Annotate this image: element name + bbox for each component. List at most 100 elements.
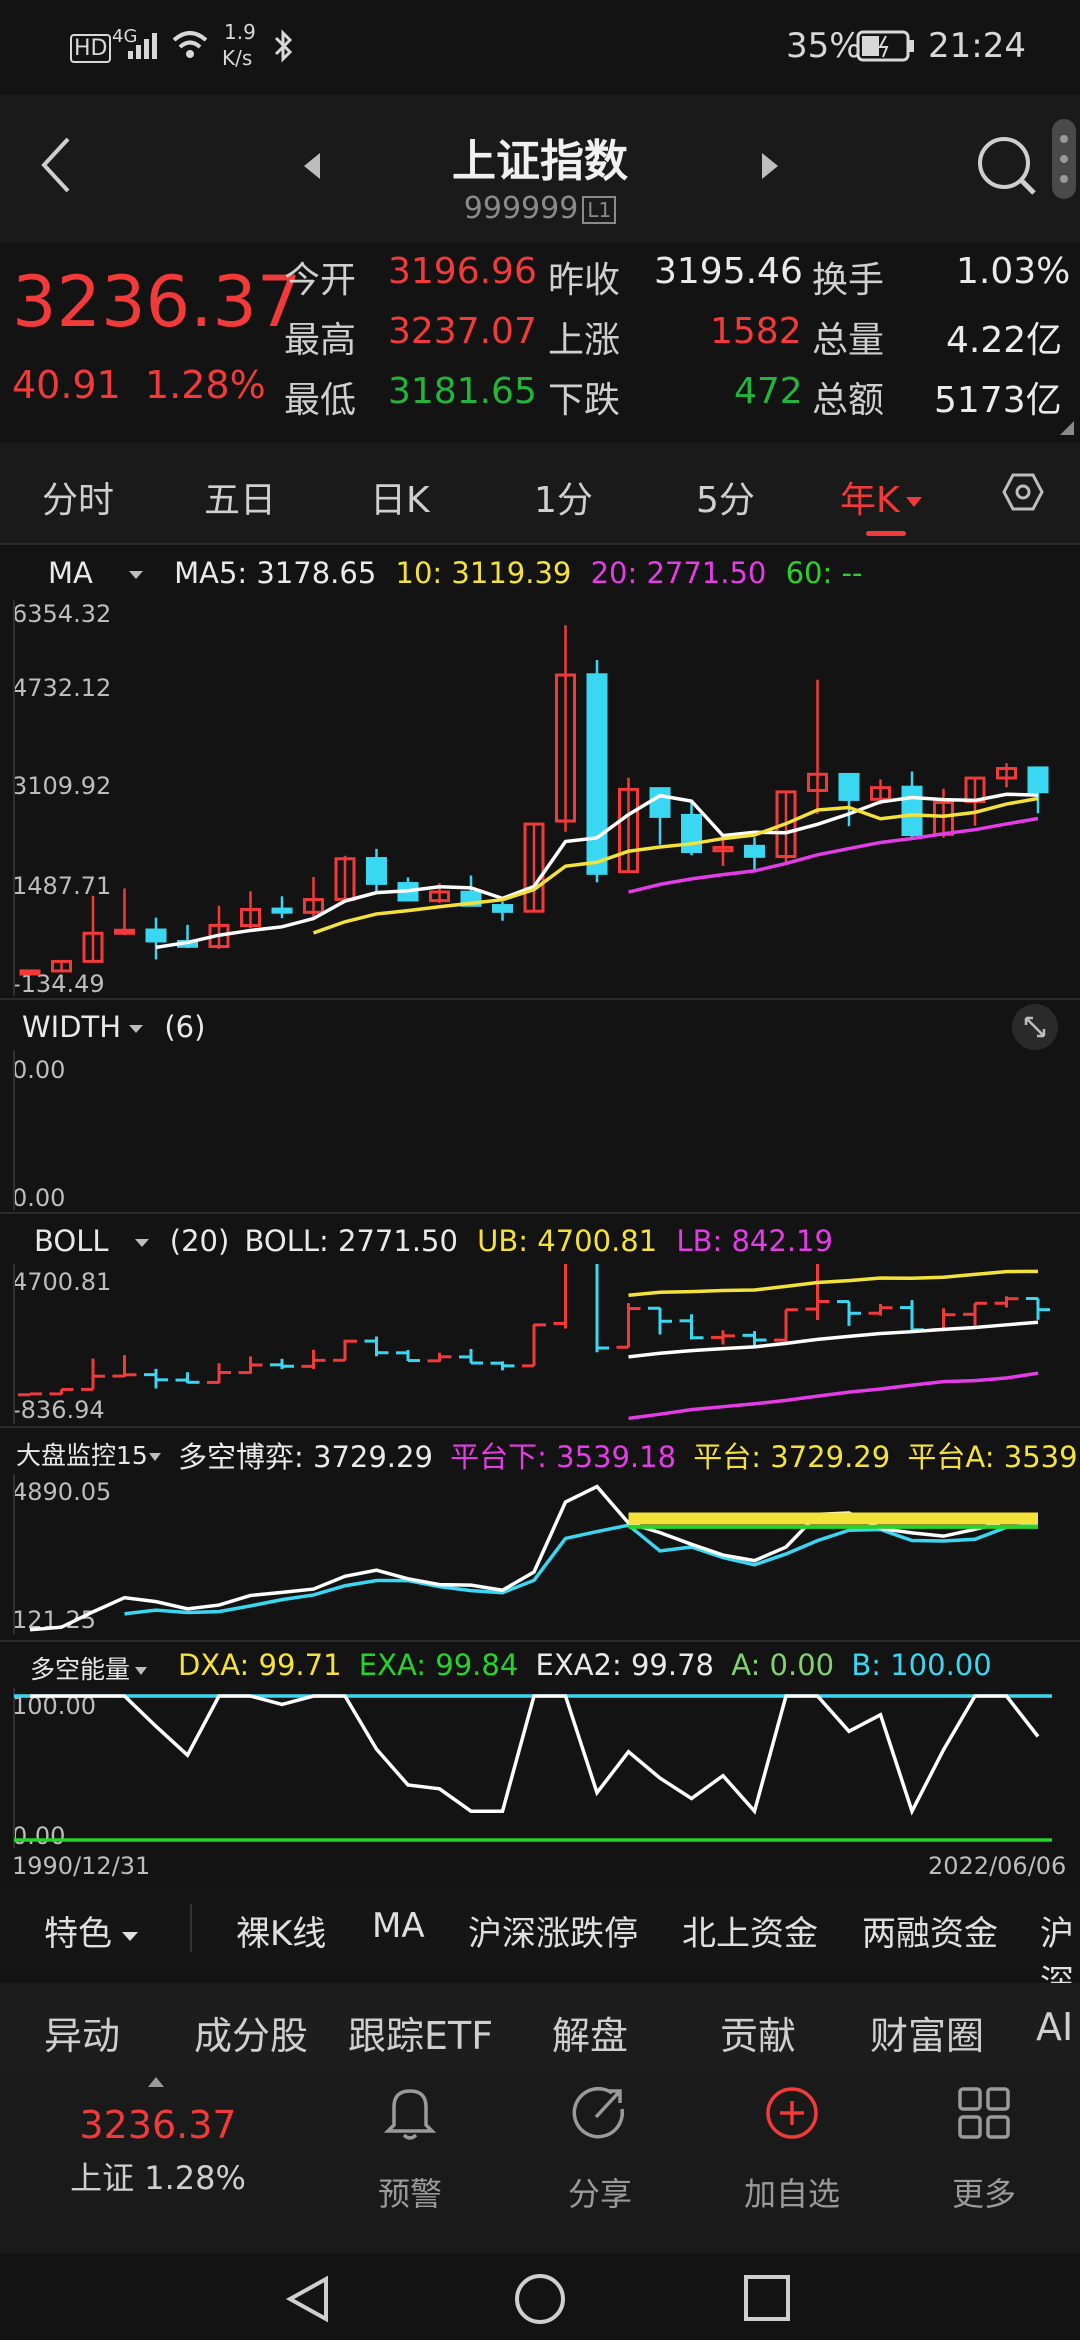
alert-button[interactable]: 预警 xyxy=(330,2073,490,2253)
candle-body xyxy=(429,890,450,903)
back-button[interactable] xyxy=(36,135,76,199)
level1-badge: L1 xyxy=(582,195,617,224)
tab-1min[interactable]: 1分 xyxy=(534,480,593,521)
dpjk-name: 大盘监控15 xyxy=(16,1441,148,1470)
system-nav-bar xyxy=(0,2253,1080,2340)
news-tab-analysis[interactable]: 解盘 xyxy=(552,2014,629,2058)
feature-ma[interactable]: MA xyxy=(372,1906,425,1946)
amount-value: 5173亿 xyxy=(934,380,1062,421)
tab-intraday[interactable]: 分时 xyxy=(42,480,115,521)
ma5-line xyxy=(155,792,1039,950)
add-watchlist-button[interactable]: 加自选 xyxy=(712,2073,872,2253)
news-tabs: 异动 成分股 跟踪ETF 解盘 贡献 财富圈 AI xyxy=(0,1983,1080,2073)
news-tab-community[interactable]: 财富圈 xyxy=(870,2014,985,2058)
fullscreen-button[interactable] xyxy=(1012,1004,1058,1050)
tab-yearly-k[interactable]: 年K xyxy=(840,471,924,523)
candle-body xyxy=(523,822,545,913)
news-tab-etf[interactable]: 跟踪ETF xyxy=(348,2014,494,2058)
search-button[interactable] xyxy=(976,135,1040,203)
bell-icon xyxy=(383,2089,437,2140)
open-label: 今开 xyxy=(284,260,357,301)
candle-body xyxy=(901,785,923,837)
dxa-value: DXA: 99.71 xyxy=(178,1648,342,1682)
prev-close-value: 3195.46 xyxy=(654,251,803,292)
width-selector[interactable]: WIDTH xyxy=(22,1010,145,1044)
candle-body xyxy=(807,772,828,792)
divider xyxy=(190,1904,192,1952)
candle-body xyxy=(996,767,1017,780)
battery-percent: 35% xyxy=(786,26,862,66)
share-button[interactable]: 分享 xyxy=(520,2073,680,2253)
nav-recents-icon[interactable] xyxy=(742,2273,794,2325)
header: 上证指数 999999 L1 xyxy=(0,95,1080,243)
caret-down-icon xyxy=(905,497,922,507)
dknl-selector[interactable]: 多空能量 xyxy=(30,1655,148,1684)
chart-settings-button[interactable] xyxy=(1002,471,1044,517)
dkbs-value: 多空博弈: 3729.29 xyxy=(178,1440,433,1474)
caret-down-icon xyxy=(135,1667,148,1675)
boll-upper-line xyxy=(628,1269,1039,1298)
boll-panel-header: BOLL (20) BOLL: 2771.50 UB: 4700.81 LB: … xyxy=(34,1224,833,1258)
dknl-y-tick: 0.00 xyxy=(12,1822,66,1850)
ma20-value: 20: 2771.50 xyxy=(590,556,767,590)
vertical-dots-icon xyxy=(1060,135,1068,183)
dpjk-panel-header: 大盘监控15 xyxy=(16,1436,162,1472)
candle-body xyxy=(303,898,324,914)
volume-value: 4.22亿 xyxy=(946,320,1063,361)
ma-y-tick: 3109.92 xyxy=(12,772,112,800)
ma-y-tick: 1487.71 xyxy=(12,872,112,900)
exa2-value: EXA2: 99.78 xyxy=(535,1648,715,1682)
feature-margin[interactable]: 两融资金 xyxy=(862,1914,998,1954)
news-tab-contribution[interactable]: 贡献 xyxy=(720,2014,797,2058)
candle-body xyxy=(555,673,576,823)
expand-corner-icon[interactable] xyxy=(1058,419,1076,437)
prev-stock-button[interactable] xyxy=(300,151,324,185)
feature-northbound[interactable]: 北上资金 xyxy=(682,1914,818,1954)
bluetooth-icon xyxy=(272,28,296,73)
ma10-value: 10: 3119.39 xyxy=(395,556,572,590)
feature-limit-updown[interactable]: 沪深涨跌停 xyxy=(468,1914,638,1954)
nav-home-icon[interactable] xyxy=(512,2273,568,2329)
boll-selector[interactable]: BOLL xyxy=(34,1224,151,1258)
low-label: 最低 xyxy=(284,380,357,421)
ma-y-tick: 4732.12 xyxy=(12,674,112,702)
width-y-tick: 0.00 xyxy=(12,1184,66,1212)
nav-back-icon[interactable] xyxy=(282,2273,334,2325)
news-tab-movement[interactable]: 异动 xyxy=(44,2014,121,2058)
hexagon-settings-icon xyxy=(1002,473,1044,511)
caret-down-icon xyxy=(148,1453,161,1461)
ma-y-tick: 6354.32 xyxy=(12,600,112,628)
feature-naked-k[interactable]: 裸K线 xyxy=(236,1914,327,1954)
boll-mid-line xyxy=(628,1320,1039,1359)
back-arrow-icon xyxy=(41,137,70,193)
dknl-panel-header: 多空能量 xyxy=(30,1650,148,1686)
candlestick-chart[interactable] xyxy=(0,600,1080,996)
tab-five-day[interactable]: 五日 xyxy=(204,480,277,521)
turnover-value: 1.03% xyxy=(956,251,1071,292)
net-speed: 1.9 xyxy=(224,20,256,44)
candle-body xyxy=(744,844,765,858)
alert-label: 预警 xyxy=(377,2175,442,2213)
news-tab-constituents[interactable]: 成分股 xyxy=(194,2014,309,2058)
next-stock-button[interactable] xyxy=(758,151,782,185)
ma-name: MA xyxy=(48,556,93,590)
dpjk-selector[interactable]: 大盘监控15 xyxy=(16,1441,162,1470)
bottom-price[interactable]: 3236.37 xyxy=(79,2103,237,2147)
share-icon xyxy=(572,2086,625,2139)
status-bar: HD 4G 1.9 K/s 35% 21:24 xyxy=(0,0,1080,95)
more-button[interactable]: 更多 xyxy=(904,2073,1064,2253)
more-menu-handle[interactable] xyxy=(1052,119,1076,199)
news-tab-ai[interactable]: AI xyxy=(1036,2005,1074,2049)
feature-dropdown[interactable]: 特色 xyxy=(44,1906,140,1955)
tab-5min[interactable]: 5分 xyxy=(696,480,755,521)
boll-param: (20) xyxy=(169,1224,230,1258)
boll-y-tick: 4700.81 xyxy=(12,1268,112,1296)
dpjk-values: 多空博弈: 3729.29 平台下: 3539.18 平台: 3729.29 平… xyxy=(178,1434,1080,1476)
a-value: A: 0.00 xyxy=(731,1648,835,1682)
volume-label: 总量 xyxy=(812,320,885,361)
boll-lb: LB: 842.19 xyxy=(676,1224,833,1258)
search-icon xyxy=(978,137,1036,195)
tab-daily-k[interactable]: 日K xyxy=(370,480,430,521)
date-start: 1990/12/31 xyxy=(12,1852,151,1880)
ma-selector[interactable]: MA xyxy=(48,556,145,590)
